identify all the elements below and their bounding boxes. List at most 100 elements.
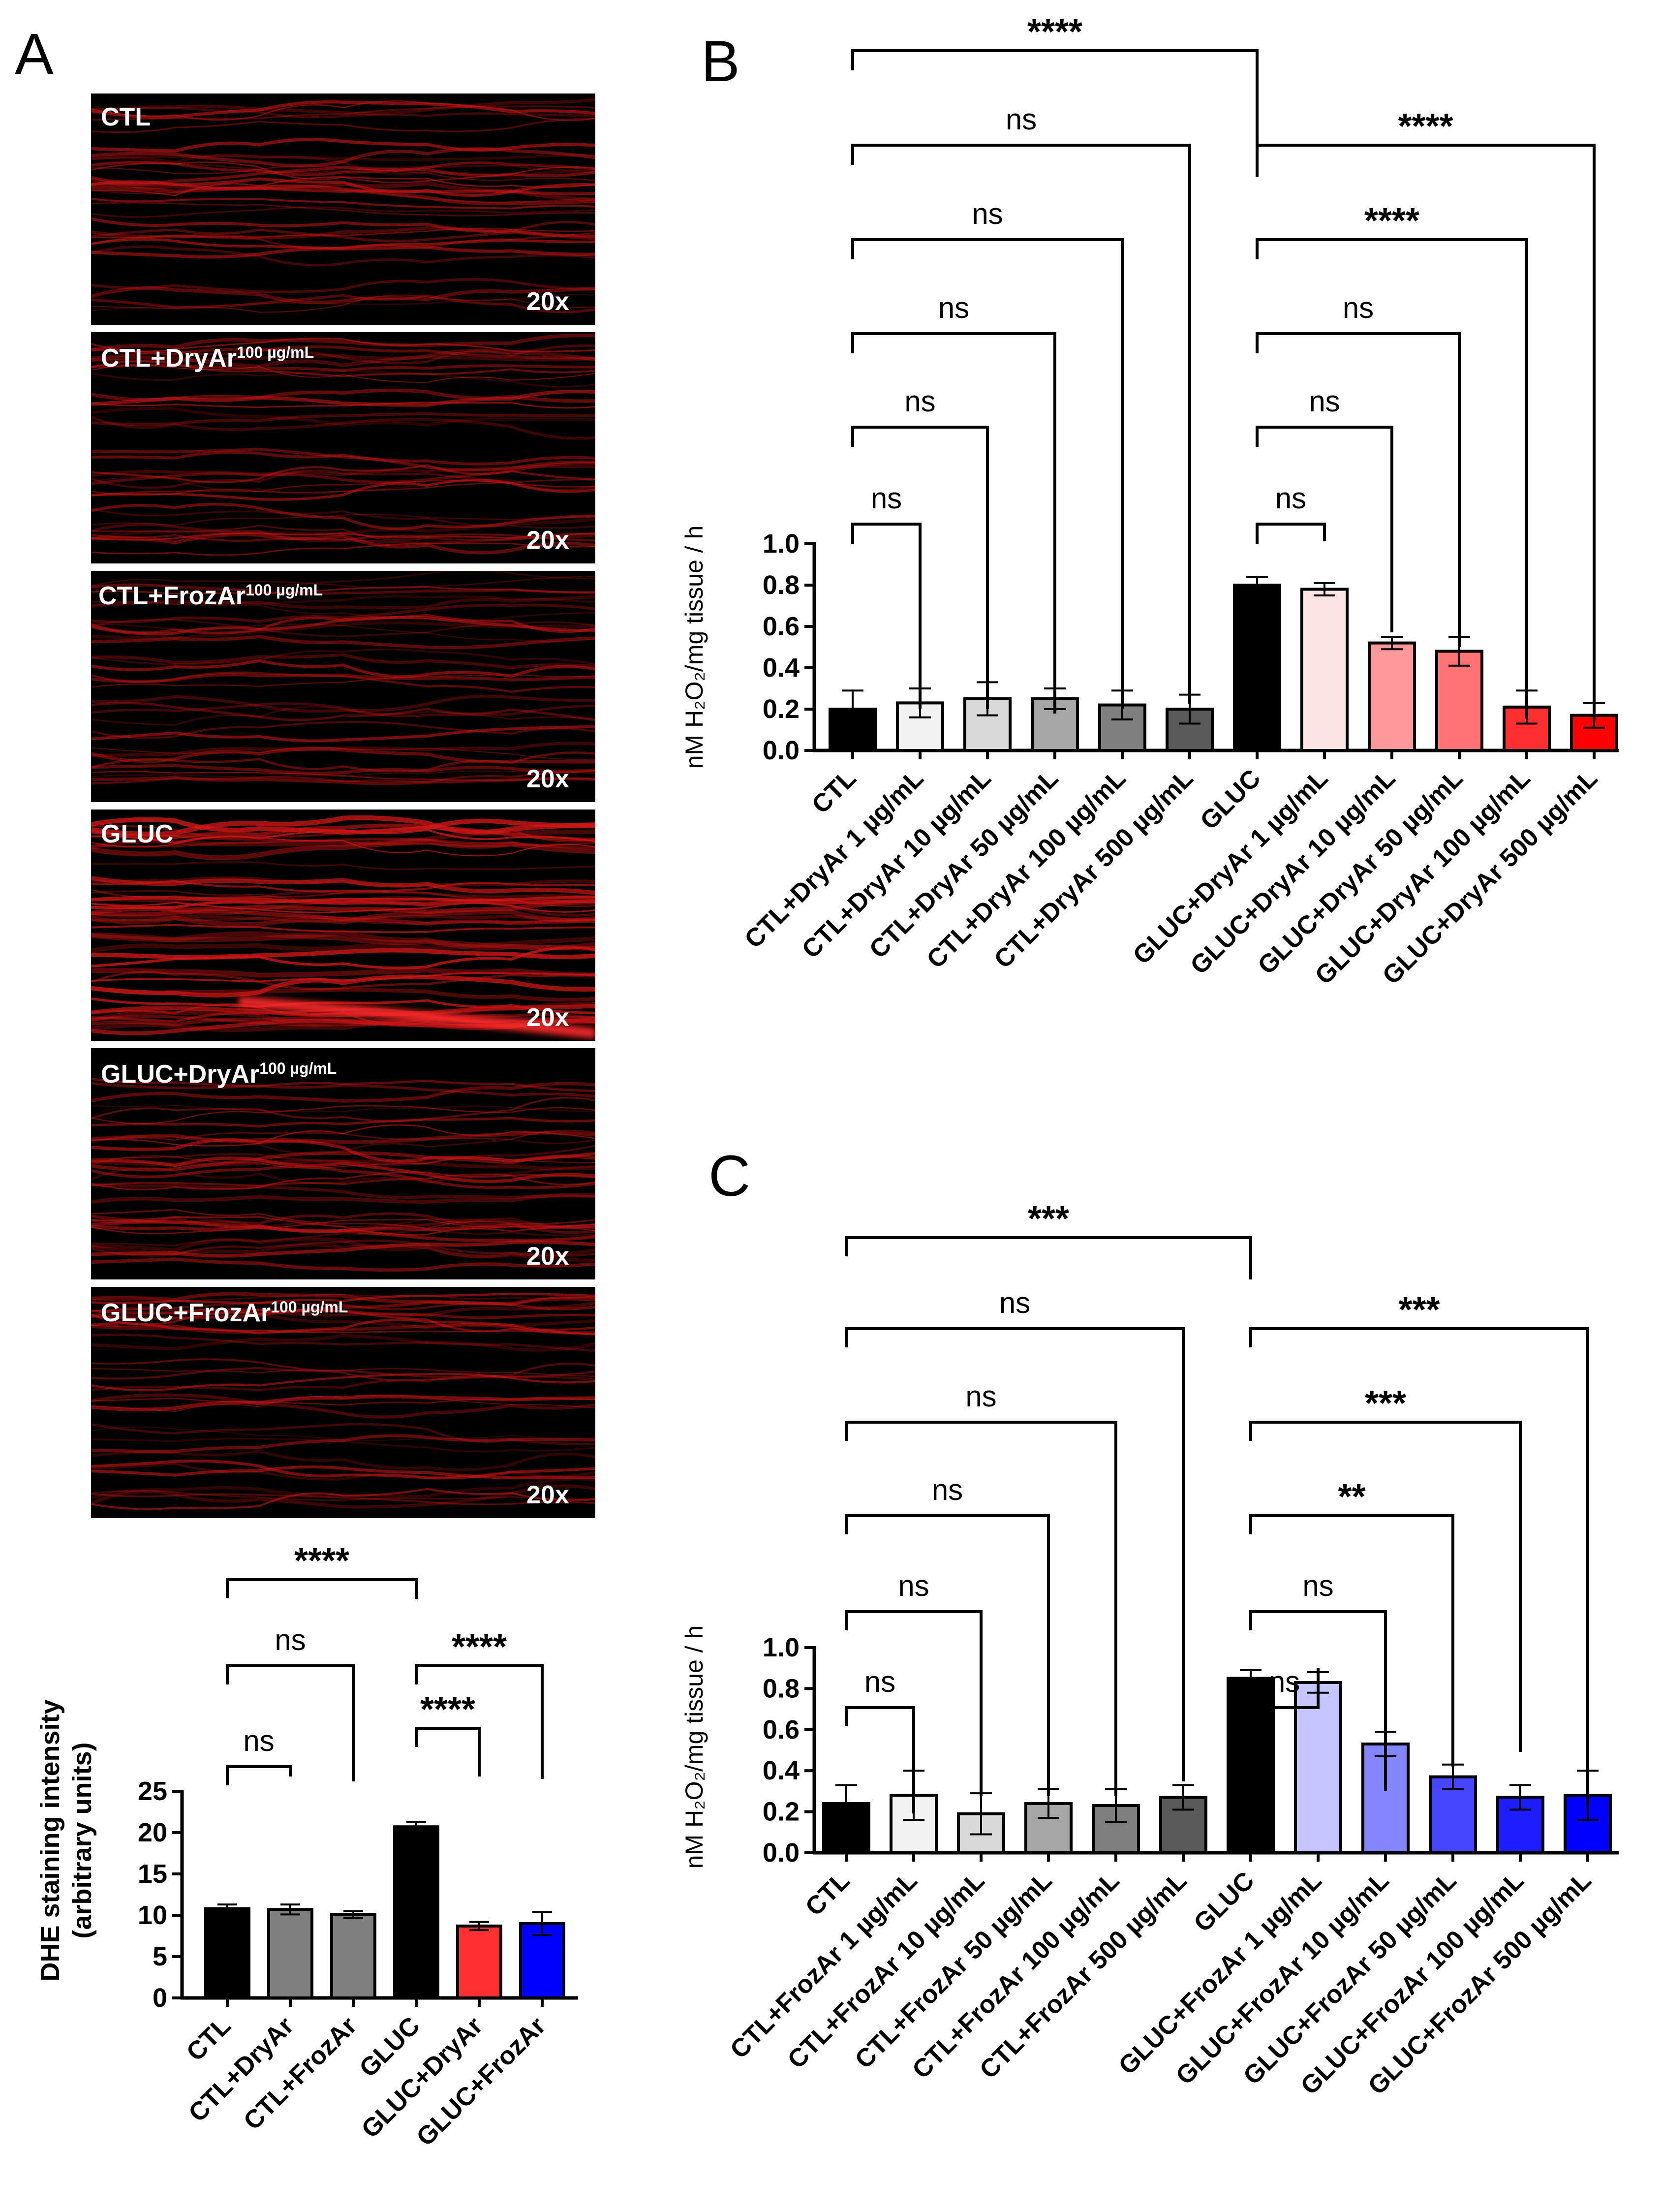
y-tick-label: 0.6 [763,1715,800,1745]
y-tick-label: 1.0 [763,529,800,559]
fiber [91,933,595,951]
significance-bracket [1256,426,1393,632]
significance-bracket [226,1765,292,1785]
micrograph-gluc-frozar: GLUC+FrozAr100 µg/mL 20x [91,1287,595,1518]
y-tick-label: 10 [138,1900,167,1930]
significance-bracket [1249,1514,1454,1767]
fiber [91,1082,595,1103]
fiber [91,586,595,595]
fluorescence-fibers [91,815,595,1039]
fiber [91,525,595,541]
fiber [91,1016,595,1032]
significance-label: **** [1364,201,1419,241]
fiber [91,1228,595,1247]
significance-label: ns [932,1473,963,1506]
fiber [91,1173,595,1187]
fiber [91,659,595,678]
micrograph-gluc: GLUC 20x [91,810,595,1041]
fiber [91,364,595,372]
fiber [91,464,595,483]
fiber [91,100,595,121]
fiber [91,532,595,541]
y-tick-label: 5 [153,1942,167,1971]
fiber [91,896,595,909]
fiber [91,595,595,605]
y-axis-title-a-line2: (arbitrary units) [67,1742,97,1938]
fiber [91,595,595,610]
y-tick-label: 0.0 [763,1838,800,1868]
fiber [91,1334,595,1352]
y-tick-label: 0 [153,1983,167,2013]
significance-label: ns [904,385,935,418]
micrograph-label: CTL+FrozAr100 µg/mL [98,581,323,610]
fiber [91,402,595,409]
bar [1300,588,1349,752]
fiber [91,160,595,174]
y-tick-label: 0.2 [763,1797,800,1827]
fiber [91,917,595,925]
fiber [91,294,595,313]
fiber [91,1477,595,1499]
fiber [91,1104,595,1113]
fiber [91,764,595,775]
y-tick-label: 20 [138,1818,167,1847]
fiber [91,406,595,427]
significance-bracket [415,1664,544,1779]
fiber [91,1437,595,1453]
fiber [91,1082,595,1098]
significance-bracket [1256,144,1596,721]
fiber [91,508,595,529]
fiber [91,479,595,497]
fiber [91,1013,595,1027]
fiber [91,105,595,121]
y-axis-title-b: nM H₂O₂/mg tissue / h [680,526,708,769]
significance-bracket [1256,332,1461,647]
fiber [91,836,595,857]
significance-bracket [226,1578,418,1599]
micrograph-stack: CTL 20x CTL+DryAr100 µg/mL 20x CTL+FrozA… [91,93,595,1518]
fiber [91,1131,595,1144]
fiber [91,1257,595,1272]
bar [1294,1681,1342,1854]
fiber [91,533,595,542]
fiber [91,1124,595,1147]
fiber [91,364,595,383]
fiber [91,742,595,757]
fiber [91,370,595,388]
fiber [91,147,595,168]
fiber [91,584,595,595]
fluorescence-fibers [91,1078,595,1272]
fiber [91,621,595,640]
fiber [91,1449,595,1471]
y-axis-title-a-line1: DHE staining intensity [35,1699,65,1981]
fluorescence-fibers [91,98,595,313]
fiber [91,1423,595,1446]
fiber [91,674,595,688]
magnification-label: 20x [526,1242,569,1271]
fiber [91,936,595,953]
bar [267,1908,313,1999]
fiber [91,838,595,861]
fiber [91,1334,595,1352]
fiber [91,517,595,540]
micrograph-label: CTL+DryAr100 µg/mL [101,343,314,373]
magnification-label: 20x [526,765,569,793]
fiber [91,542,595,556]
significance-bracket [1249,1421,1522,1752]
bar [1233,584,1281,752]
fiber [91,1237,595,1258]
significance-label: ns [999,1286,1030,1319]
micrograph-label: GLUC+DryAr100 µg/mL [101,1059,337,1089]
fiber [91,1323,595,1335]
bar [393,1825,439,1999]
fiber [91,177,595,197]
fiber [91,1309,595,1330]
fiber [91,971,595,983]
fiber [91,1324,595,1336]
fiber [91,909,595,926]
fiber [91,502,595,530]
fiber [91,930,595,951]
fiber [91,770,595,784]
fiber [91,161,595,176]
